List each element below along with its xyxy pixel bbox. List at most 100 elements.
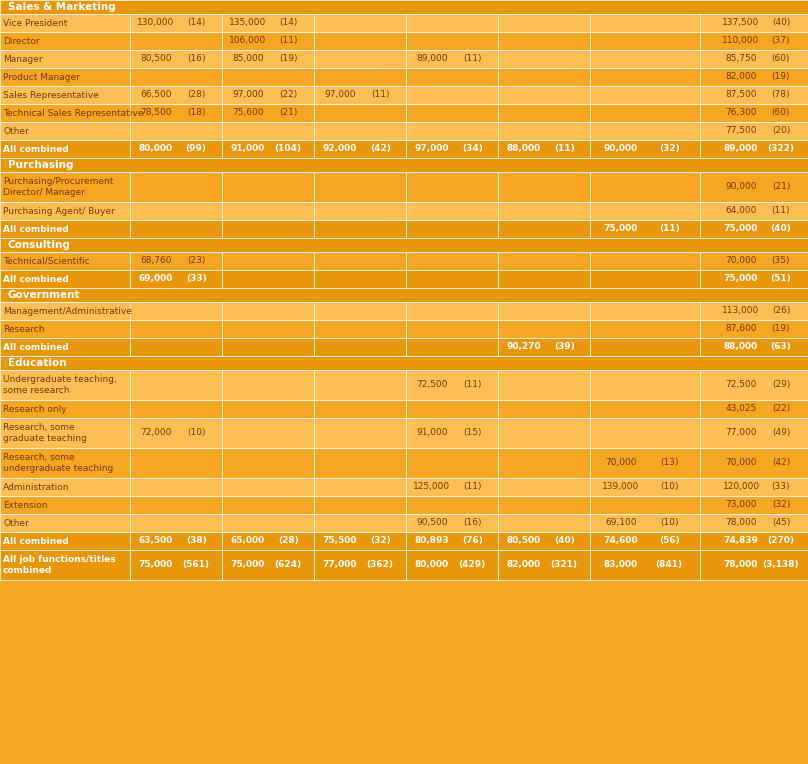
Text: (841): (841)	[655, 561, 683, 569]
Bar	[130, 202, 222, 220]
Text: 83,000: 83,000	[604, 561, 638, 569]
Bar	[700, 140, 808, 158]
Bar	[222, 400, 314, 418]
Text: Purchasing: Purchasing	[8, 160, 74, 170]
Bar	[314, 514, 406, 532]
Text: (28): (28)	[187, 90, 205, 99]
Bar	[590, 202, 700, 220]
Bar	[314, 32, 406, 50]
Bar	[314, 104, 406, 122]
Bar	[700, 496, 808, 514]
Bar	[406, 418, 498, 448]
Text: (429): (429)	[459, 561, 486, 569]
Text: All combined: All combined	[3, 274, 69, 283]
Bar	[590, 104, 700, 122]
Bar	[0, 550, 130, 580]
Text: 69,100: 69,100	[605, 519, 637, 527]
Text: (38): (38)	[186, 536, 207, 545]
Bar	[590, 478, 700, 496]
Bar	[590, 252, 700, 270]
Bar	[0, 514, 130, 532]
Text: (14): (14)	[187, 18, 205, 28]
Text: (23): (23)	[187, 257, 205, 266]
Bar	[590, 86, 700, 104]
Bar	[130, 270, 222, 288]
Bar	[590, 32, 700, 50]
Bar	[590, 370, 700, 400]
Bar	[0, 252, 130, 270]
Bar	[314, 338, 406, 356]
Text: (22): (22)	[772, 404, 790, 413]
Bar	[222, 514, 314, 532]
Bar	[406, 104, 498, 122]
Text: (40): (40)	[772, 18, 790, 28]
Bar	[498, 220, 590, 238]
Bar	[130, 302, 222, 320]
Bar	[498, 532, 590, 550]
Bar	[406, 478, 498, 496]
Text: (19): (19)	[772, 73, 790, 82]
Bar	[590, 400, 700, 418]
Text: 88,000: 88,000	[507, 144, 541, 154]
Text: 75,000: 75,000	[230, 561, 265, 569]
Bar	[314, 220, 406, 238]
Text: Management/Administrative: Management/Administrative	[3, 306, 132, 316]
Text: Research only: Research only	[3, 404, 66, 413]
Text: All combined: All combined	[3, 342, 69, 351]
Bar	[0, 238, 808, 252]
Bar	[130, 14, 222, 32]
Bar	[314, 532, 406, 550]
Bar	[590, 220, 700, 238]
Text: (19): (19)	[279, 54, 297, 63]
Bar	[314, 140, 406, 158]
Text: 97,000: 97,000	[232, 90, 263, 99]
Bar	[222, 478, 314, 496]
Text: Technical/Scientific: Technical/Scientific	[3, 257, 90, 266]
Text: (11): (11)	[463, 54, 482, 63]
Text: 113,000: 113,000	[722, 306, 760, 316]
Bar	[314, 400, 406, 418]
Bar	[498, 172, 590, 202]
Bar	[222, 252, 314, 270]
Text: (3,138): (3,138)	[763, 561, 799, 569]
Text: (21): (21)	[279, 108, 297, 118]
Text: (28): (28)	[278, 536, 299, 545]
Bar	[130, 532, 222, 550]
Text: (14): (14)	[279, 18, 297, 28]
Text: Government: Government	[8, 290, 81, 300]
Bar	[314, 68, 406, 86]
Text: (270): (270)	[768, 536, 794, 545]
Bar	[0, 220, 130, 238]
Bar	[222, 50, 314, 68]
Bar	[0, 68, 130, 86]
Text: (34): (34)	[462, 144, 482, 154]
Text: 74,600: 74,600	[604, 536, 638, 545]
Bar	[498, 104, 590, 122]
Text: (45): (45)	[772, 519, 790, 527]
Bar	[0, 172, 130, 202]
Bar	[700, 320, 808, 338]
Bar	[700, 532, 808, 550]
Text: (76): (76)	[462, 536, 482, 545]
Bar	[222, 550, 314, 580]
Bar	[406, 32, 498, 50]
Bar	[0, 104, 130, 122]
Text: 75,600: 75,600	[232, 108, 263, 118]
Text: (11): (11)	[659, 225, 680, 234]
Bar	[222, 86, 314, 104]
Text: 70,000: 70,000	[726, 257, 757, 266]
Bar	[700, 86, 808, 104]
Bar	[590, 50, 700, 68]
Bar	[222, 14, 314, 32]
Bar	[314, 418, 406, 448]
Text: (20): (20)	[772, 127, 790, 135]
Bar	[406, 86, 498, 104]
Bar	[130, 32, 222, 50]
Text: 90,270: 90,270	[507, 342, 541, 351]
Text: 88,000: 88,000	[724, 342, 758, 351]
Bar	[406, 320, 498, 338]
Bar	[498, 448, 590, 478]
Text: Administration: Administration	[3, 483, 69, 491]
Bar	[130, 550, 222, 580]
Bar	[498, 68, 590, 86]
